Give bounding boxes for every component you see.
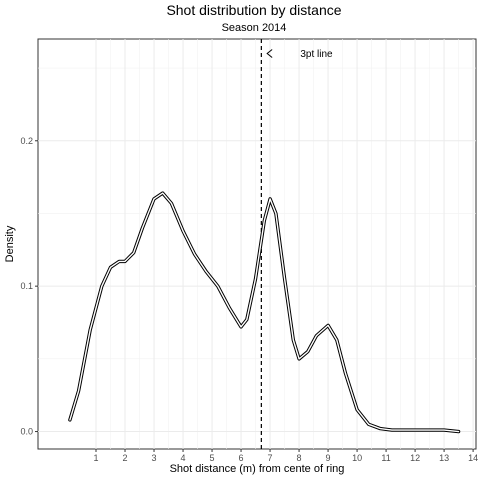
x-tick-label: 6 <box>239 453 244 463</box>
x-tick-label: 11 <box>381 453 390 463</box>
annotation-layer: 3pt line <box>266 49 333 60</box>
y-tick-label: 0.2 <box>20 136 33 146</box>
y-tick-label: 0.0 <box>20 427 33 437</box>
minor-gridlines <box>38 39 476 449</box>
x-tick-label: 4 <box>181 453 186 463</box>
plot-panel <box>37 38 477 450</box>
annotation-arrow-head <box>266 49 273 58</box>
x-tick-label: 5 <box>210 453 215 463</box>
x-tick-label: 1 <box>94 453 99 463</box>
x-tick-label: 10 <box>352 453 362 463</box>
x-axis-title: Shot distance (m) from cente of ring <box>170 463 345 475</box>
chart-title: Shot distribution by distance <box>166 2 341 18</box>
x-tick-label: 13 <box>439 453 449 463</box>
density-line <box>69 192 460 433</box>
x-tick-label: 9 <box>326 453 331 463</box>
y-tick-label: 0.1 <box>20 281 33 291</box>
x-tick-label: 2 <box>123 453 128 463</box>
series-layer <box>68 191 461 434</box>
major-gridlines <box>38 39 476 449</box>
y-axis-title: Density <box>4 225 16 262</box>
chart-subtitle: Season 2014 <box>222 22 287 34</box>
x-axis-ticks: 1 2 3 4 5 6 7 8 9 10 11 12 13 14 <box>94 449 478 463</box>
y-axis-ticks: 0.0 0.1 0.2 <box>20 136 38 437</box>
x-tick-label: 3 <box>152 453 157 463</box>
x-tick-label: 12 <box>410 453 420 463</box>
x-tick-label: 8 <box>297 453 302 463</box>
x-tick-label: 14 <box>468 453 478 463</box>
annotation-3pt-line: 3pt line <box>300 49 333 60</box>
x-tick-label: 7 <box>268 453 273 463</box>
